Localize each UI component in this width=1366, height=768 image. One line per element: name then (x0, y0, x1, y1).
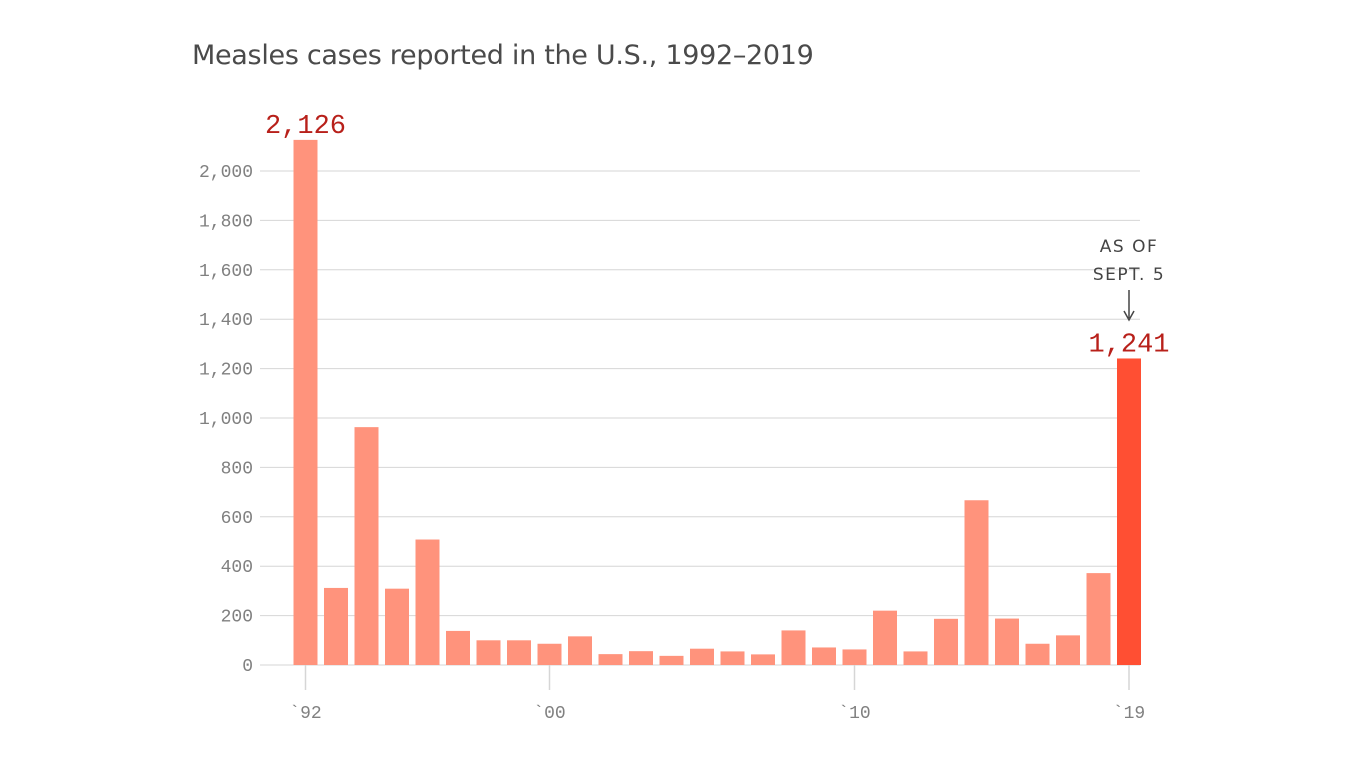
bar-2004 (659, 655, 684, 665)
bar-1992 (293, 139, 318, 666)
arrow-head-icon (1123, 310, 1135, 322)
bar-2000 (537, 643, 562, 665)
bar-2019 (1117, 358, 1141, 665)
bar-2011 (873, 610, 897, 665)
bar-2002 (598, 654, 623, 665)
bar-1996 (415, 539, 440, 665)
y-tick-label: 200 (221, 608, 253, 628)
bar-2012 (903, 651, 928, 665)
y-tick-label: 0 (242, 657, 253, 677)
y-tick-label: 1,600 (199, 262, 253, 282)
annotation-text: SEPT. 5 (1093, 265, 1165, 285)
y-tick-label: 1,000 (199, 410, 253, 430)
x-tick-label: `00 (533, 704, 565, 724)
bar-2010 (842, 649, 867, 665)
y-tick-label: 2,000 (199, 163, 253, 183)
x-tick-label: `92 (289, 704, 321, 724)
y-tick-label: 800 (221, 459, 253, 479)
bar-1995 (385, 588, 409, 665)
bar-2005 (690, 648, 714, 665)
bar-2015 (995, 618, 1019, 665)
bar-2003 (629, 651, 653, 665)
x-tick-label: `19 (1113, 704, 1145, 724)
bar-1993 (324, 587, 348, 665)
y-tick-label: 1,200 (199, 361, 253, 381)
bar-2006 (720, 651, 745, 665)
bar-2008 (781, 630, 806, 665)
y-tick-label: 1,400 (199, 311, 253, 331)
bar-2018 (1086, 573, 1111, 665)
y-tick-label: 400 (221, 558, 253, 578)
annotation-text: AS OF (1100, 237, 1158, 257)
data-label-2019: 1,241 (1088, 330, 1169, 360)
bar-2013 (934, 618, 958, 665)
bar-1998 (476, 640, 501, 665)
y-tick-label: 600 (221, 509, 253, 529)
bar-2014 (964, 500, 989, 665)
bar-2017 (1056, 635, 1080, 665)
bar-1994 (354, 427, 379, 665)
data-label-1992: 2,126 (265, 112, 346, 142)
chart-title: Measles cases reported in the U.S., 1992… (192, 40, 814, 71)
bar-2001 (568, 636, 592, 665)
bar-2007 (751, 654, 775, 665)
bar-2016 (1025, 643, 1050, 665)
y-tick-label: 1,800 (199, 212, 253, 232)
bar-1999 (507, 640, 531, 665)
bar-1997 (446, 630, 470, 665)
bar-2009 (812, 647, 836, 665)
x-tick-label: `10 (838, 704, 870, 724)
